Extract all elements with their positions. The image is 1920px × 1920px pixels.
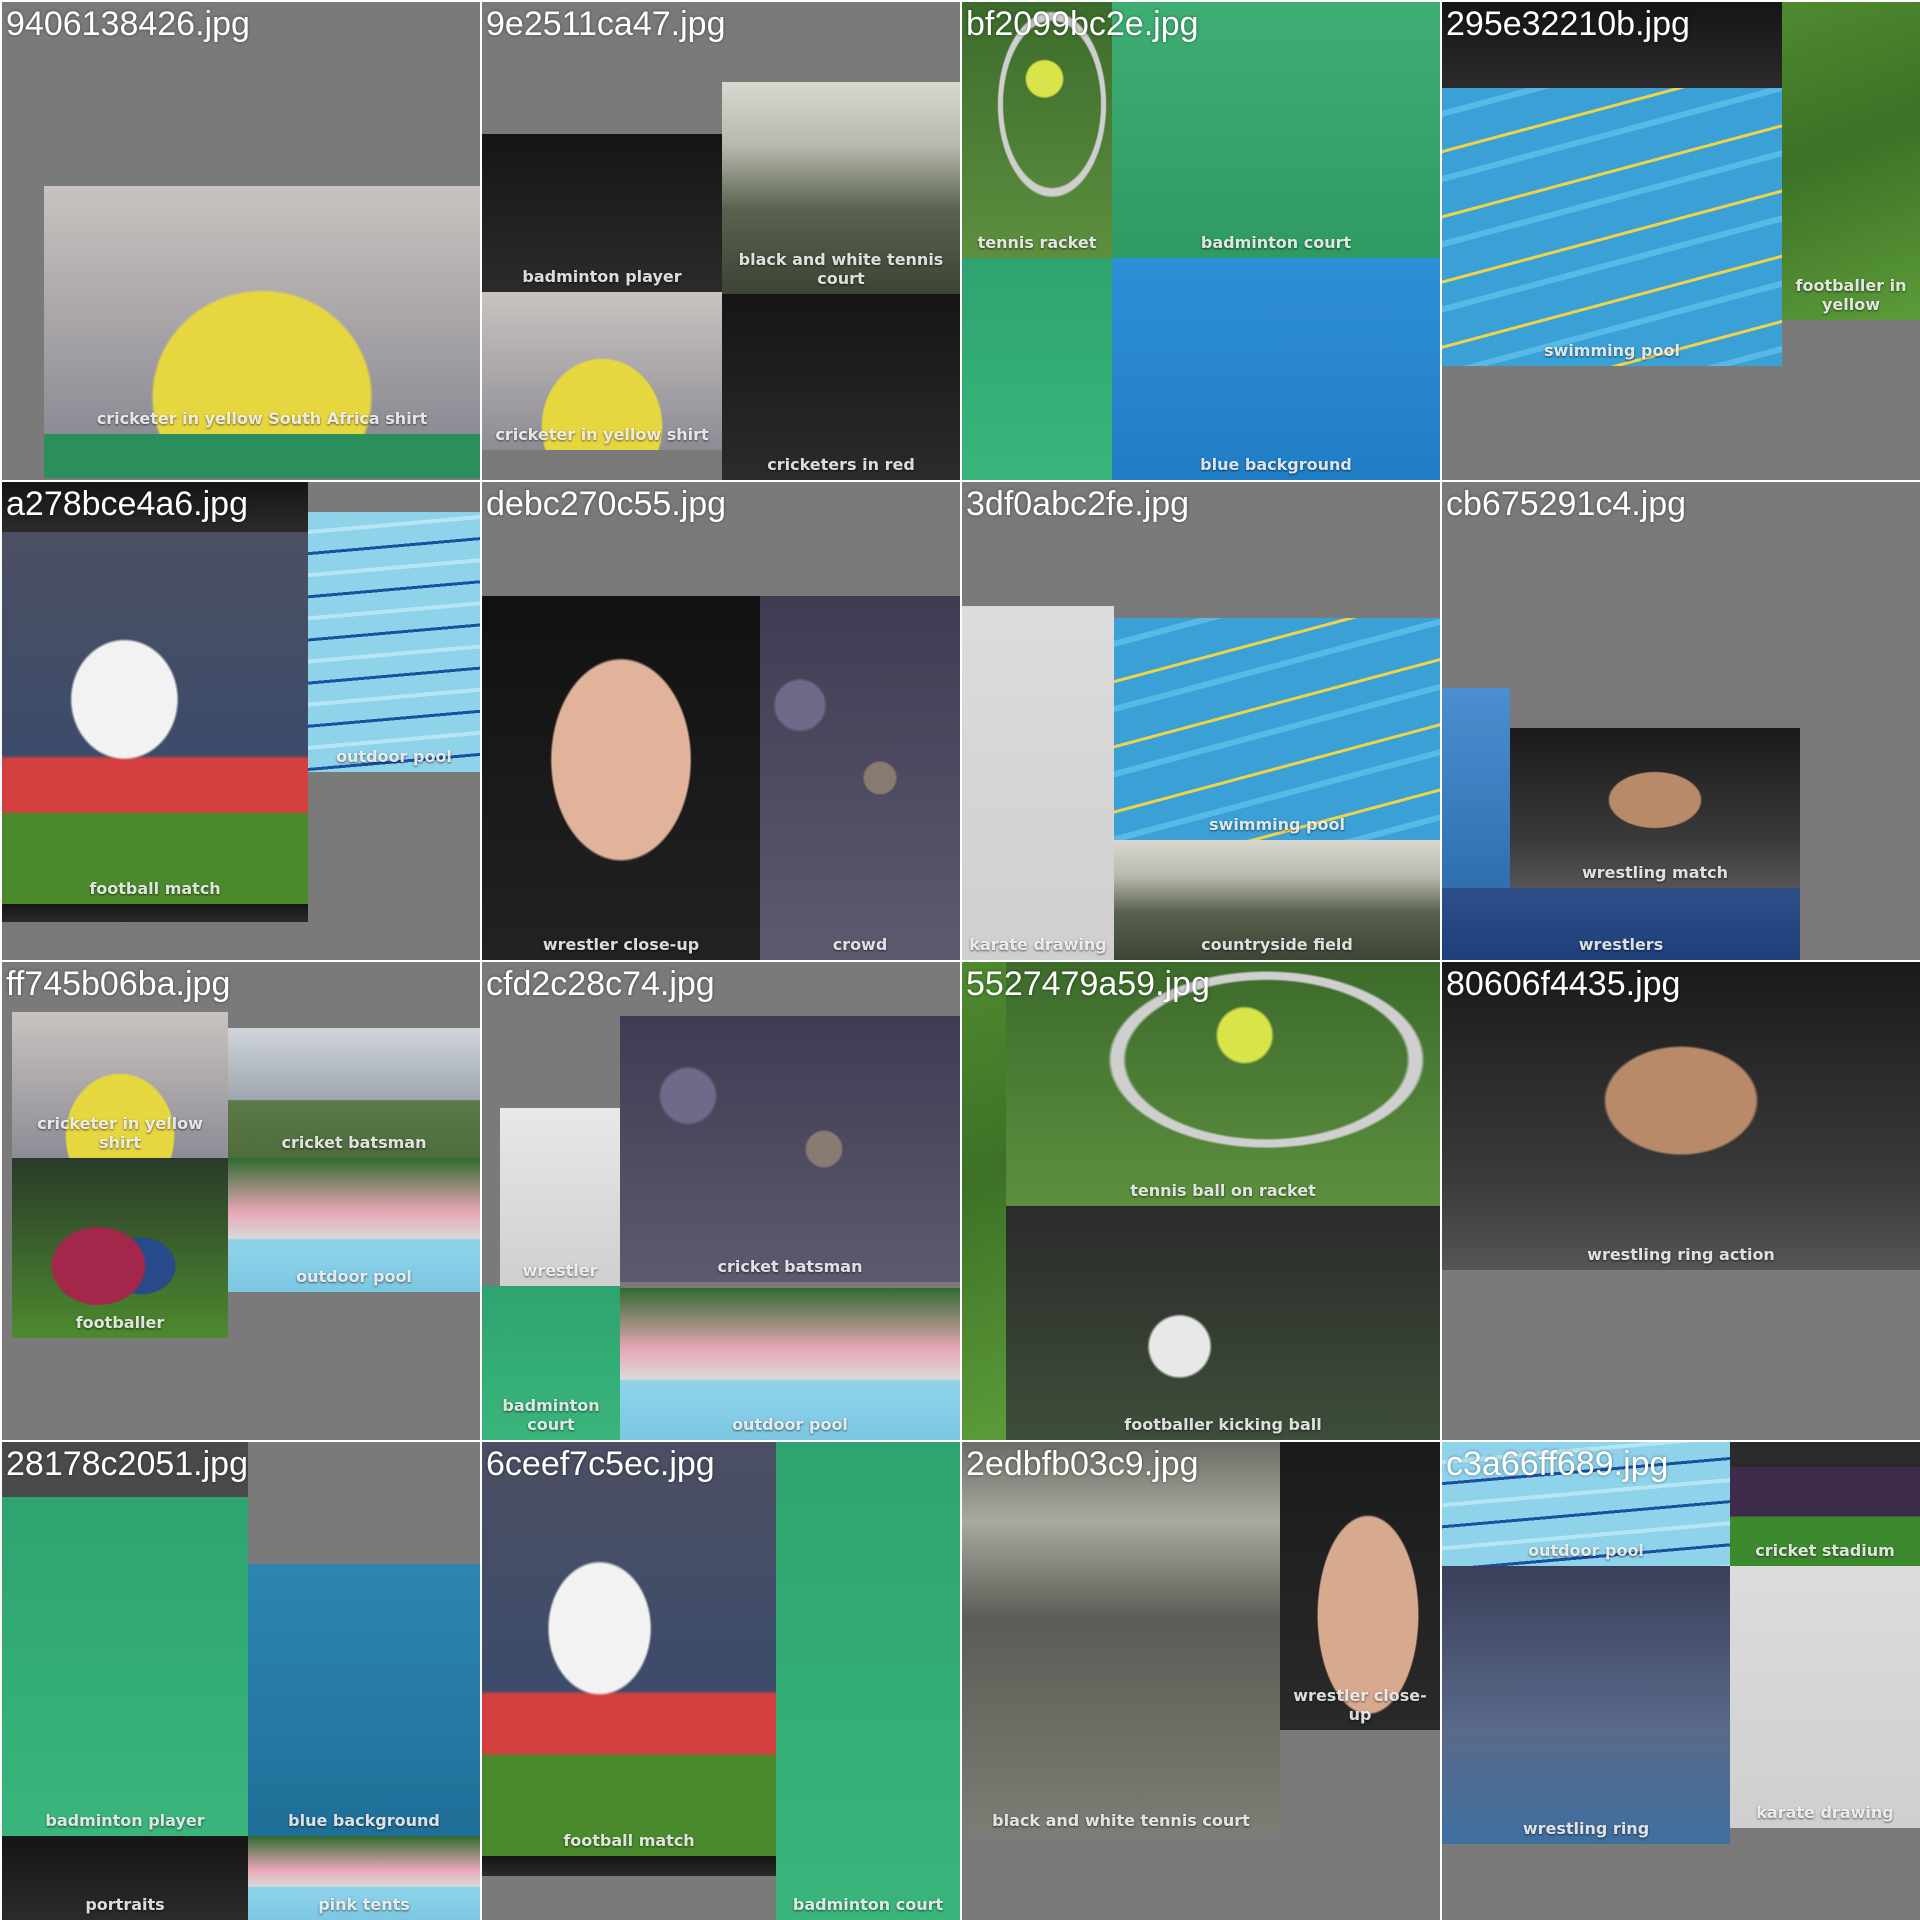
photo-thumbnail: wrestling ring: [1442, 1566, 1730, 1844]
photo-thumbnail: cricket batsman: [620, 1016, 960, 1282]
photo-thumbnail: cricketer in yellow shirt: [482, 292, 722, 450]
photo-thumbnail: crowd: [760, 596, 960, 960]
photo-thumbnail: black and white tennis court: [722, 82, 960, 294]
photo-thumbnail: outdoor pool: [308, 512, 480, 772]
photo-thumbnail: footballer: [12, 1158, 228, 1338]
tile-filename: 5527479a59.jpg: [966, 965, 1210, 1003]
grid-tile[interactable]: wrestling ring action 80606f4435.jpg: [1442, 962, 1920, 1440]
photo-thumbnail: [482, 1856, 776, 1876]
photo-thumbnail: cricket stadium: [1730, 1442, 1920, 1566]
tile-filename: 9e2511ca47.jpg: [486, 5, 726, 43]
photo-thumbnail: cricketer in yellow shirt: [12, 1012, 228, 1158]
photo-thumbnail: wrestling ring action: [1442, 962, 1920, 1270]
tile-filename: cfd2c28c74.jpg: [486, 965, 715, 1003]
grid-tile[interactable]: swimming pool footballer in yellow 295e3…: [1442, 2, 1920, 480]
tile-filename: 2edbfb03c9.jpg: [966, 1445, 1199, 1483]
grid-tile[interactable]: 3df0abc2fe.jpg karate drawing swimming p…: [962, 482, 1440, 960]
grid-tile[interactable]: tennis racket badminton court blue backg…: [962, 2, 1440, 480]
tile-filename: a278bce4a6.jpg: [6, 485, 249, 523]
photo-thumbnail: football match: [482, 1442, 776, 1856]
grid-tile[interactable]: black and white tennis court wrestler cl…: [962, 1442, 1440, 1920]
photo-thumbnail: swimming pool: [1114, 618, 1440, 840]
grid-tile[interactable]: 9406138426.jpg cricketer in yellow South…: [2, 2, 480, 480]
grid-tile[interactable]: ff745b06ba.jpg cricketer in yellow shirt…: [2, 962, 480, 1440]
photo-thumbnail: wrestler close-up: [482, 596, 760, 960]
photo-thumbnail: blue background: [1112, 258, 1440, 480]
photo-thumbnail: [1442, 688, 1510, 888]
photo-thumbnail: wrestler: [500, 1108, 620, 1286]
photo-thumbnail: pink tents: [248, 1836, 480, 1920]
tile-filename: 6ceef7c5ec.jpg: [486, 1445, 715, 1483]
photo-thumbnail: blue background: [248, 1564, 480, 1836]
photo-thumbnail: outdoor pool: [228, 1158, 480, 1292]
grid-tile[interactable]: tennis ball on racket footballer kicking…: [962, 962, 1440, 1440]
photo-thumbnail: outdoor pool: [620, 1288, 960, 1440]
tile-filename: 80606f4435.jpg: [1446, 965, 1681, 1003]
photo-thumbnail: karate drawing: [962, 606, 1114, 960]
photo-thumbnail: tennis racket: [962, 2, 1112, 258]
photo-thumbnail: [962, 258, 1112, 480]
photo-thumbnail: [962, 962, 1006, 1440]
grid-tile[interactable]: outdoor pool cricket stadium wrestling r…: [1442, 1442, 1920, 1920]
photo-thumbnail: wrestlers: [1442, 888, 1800, 960]
tile-filename: ff745b06ba.jpg: [6, 965, 231, 1003]
photo-thumbnail: [2, 904, 308, 922]
photo-thumbnail: cricket batsman: [228, 1028, 480, 1158]
photo-thumbnail: black and white tennis court: [962, 1442, 1280, 1836]
photo-thumbnail: countryside field: [1114, 840, 1440, 960]
photo-thumbnail: footballer kicking ball: [1006, 1206, 1440, 1440]
photo-thumbnail: cricketers in red: [722, 294, 960, 480]
grid-tile[interactable]: 9e2511ca47.jpg badminton player black an…: [482, 2, 960, 480]
photo-thumbnail: badminton court: [482, 1286, 620, 1440]
photo-thumbnail: portraits: [2, 1836, 248, 1920]
tile-filename: bf2099bc2e.jpg: [966, 5, 1199, 43]
grid-tile[interactable]: debc270c55.jpg wrestler close-up crowd: [482, 482, 960, 960]
grid-tile[interactable]: football match outdoor pool a278bce4a6.j…: [2, 482, 480, 960]
tile-filename: 295e32210b.jpg: [1446, 5, 1690, 43]
photo-thumbnail: badminton player: [482, 134, 722, 292]
tile-filename: 28178c2051.jpg: [6, 1445, 249, 1483]
photo-thumbnail: wrestler close-up: [1280, 1442, 1440, 1730]
tile-filename: cb675291c4.jpg: [1446, 485, 1687, 523]
grid-tile[interactable]: badminton player blue background portrai…: [2, 1442, 480, 1920]
photo-thumbnail: [44, 434, 480, 478]
photo-thumbnail: swimming pool: [1442, 88, 1782, 366]
photo-thumbnail: [2, 482, 308, 532]
photo-thumbnail: karate drawing: [1730, 1566, 1920, 1828]
grid-tile[interactable]: football match badminton court 6ceef7c5e…: [482, 1442, 960, 1920]
tile-filename: debc270c55.jpg: [486, 485, 727, 523]
grid-tile[interactable]: cb675291c4.jpg wrestling match wrestlers: [1442, 482, 1920, 960]
photo-thumbnail: cricketer in yellow South Africa shirt: [44, 186, 480, 434]
photo-thumbnail: outdoor pool: [1442, 1442, 1730, 1566]
photo-thumbnail: badminton player: [2, 1442, 248, 1836]
tile-filename: c3a66ff689.jpg: [1446, 1445, 1669, 1483]
grid-tile[interactable]: cfd2c28c74.jpg wrestler cricket batsman …: [482, 962, 960, 1440]
photo-thumbnail: [1442, 2, 1782, 88]
photo-thumbnail: football match: [2, 532, 308, 904]
photo-thumbnail: badminton court: [776, 1442, 960, 1920]
tile-filename: 3df0abc2fe.jpg: [966, 485, 1190, 523]
photo-thumbnail: badminton court: [1112, 2, 1440, 258]
tile-filename: 9406138426.jpg: [6, 5, 250, 43]
photo-thumbnail: footballer in yellow: [1782, 2, 1920, 320]
photo-thumbnail: tennis ball on racket: [1006, 962, 1440, 1206]
photo-thumbnail: wrestling match: [1510, 728, 1800, 888]
